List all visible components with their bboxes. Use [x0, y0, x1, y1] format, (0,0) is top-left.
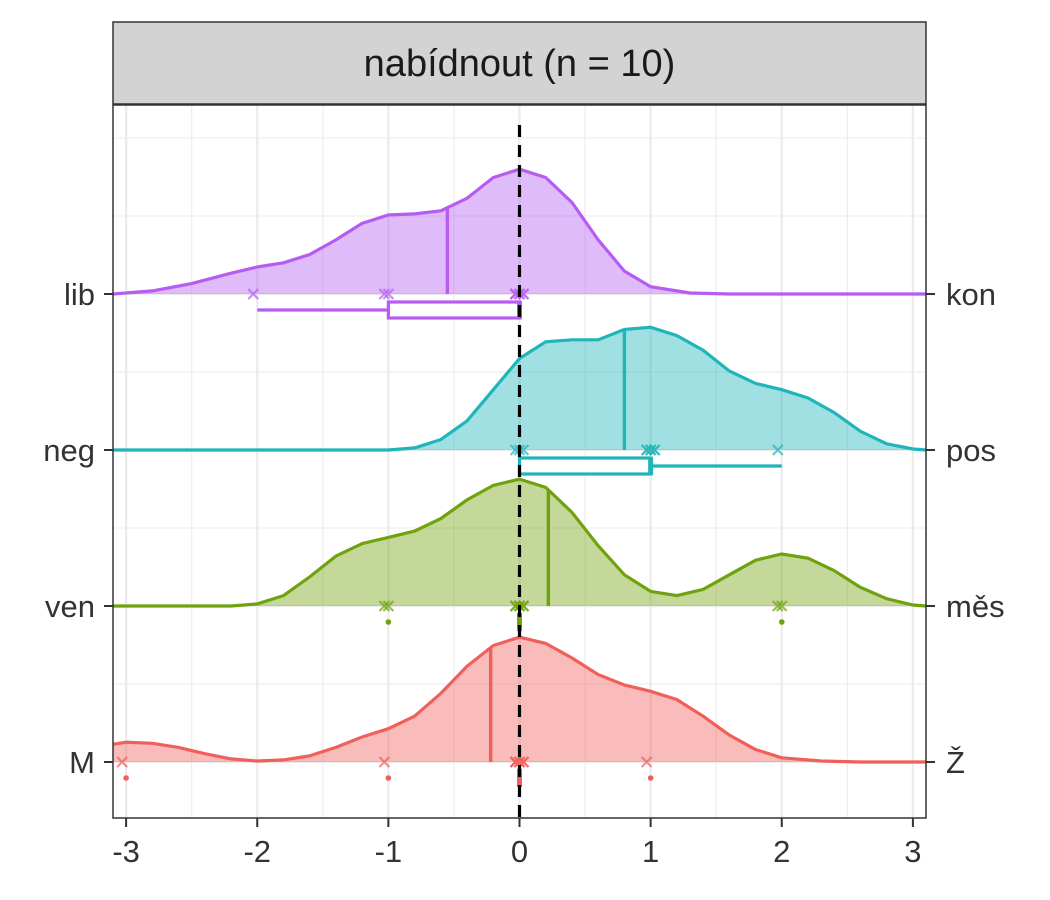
- outlier-point: [123, 775, 129, 781]
- density-line: [112, 167, 926, 296]
- outlier-point: [647, 775, 654, 781]
- x-tick-label: -3: [112, 834, 140, 869]
- outlier-point: [385, 775, 392, 781]
- x-tick-label: 0: [511, 834, 528, 869]
- box: [386, 300, 522, 320]
- data-point: [775, 600, 788, 612]
- chart-title: nabídnout (n = 10): [364, 43, 676, 85]
- data-point: [116, 756, 128, 768]
- data-point: [378, 288, 391, 300]
- data-point: [771, 444, 784, 456]
- strip-background: [112, 21, 927, 105]
- axes: -3 -2 -1 0 1 2 3 lib kon neg pos ven měs M Ž: [43, 277, 1004, 869]
- x-tick-label: 1: [642, 834, 659, 869]
- outlier-point: [385, 619, 392, 625]
- data-point: [644, 444, 657, 456]
- data-point: [247, 288, 260, 300]
- density-area: [113, 479, 926, 606]
- outlier-point: [778, 619, 785, 625]
- data-point: [640, 756, 653, 768]
- x-tick-label: 2: [773, 834, 790, 869]
- left-label-ven: ven: [45, 589, 95, 624]
- right-label-pos: pos: [946, 433, 996, 468]
- data-point: [648, 444, 661, 456]
- left-label-lib: lib: [64, 277, 95, 312]
- data-point: [378, 756, 391, 768]
- right-label-Ž: Ž: [946, 745, 965, 780]
- x-tick-label: -1: [375, 834, 403, 869]
- density-line: [113, 477, 927, 608]
- right-label-měs: měs: [946, 589, 1005, 624]
- right-label-kon: kon: [946, 277, 996, 312]
- x-tick-label: 3: [904, 834, 921, 869]
- density-line: [112, 635, 926, 764]
- density-line: [113, 325, 927, 452]
- data-point: [771, 600, 784, 612]
- data-point: [513, 756, 526, 768]
- ridge-M: [112, 635, 926, 787]
- box: [517, 456, 653, 476]
- x-tick-label: -2: [243, 834, 271, 869]
- data-point: [378, 600, 391, 612]
- ridge-ven: [113, 477, 927, 631]
- data-point: [382, 600, 395, 612]
- data-point: [382, 288, 395, 300]
- left-label-neg: neg: [43, 433, 95, 468]
- left-label-M: M: [69, 745, 95, 780]
